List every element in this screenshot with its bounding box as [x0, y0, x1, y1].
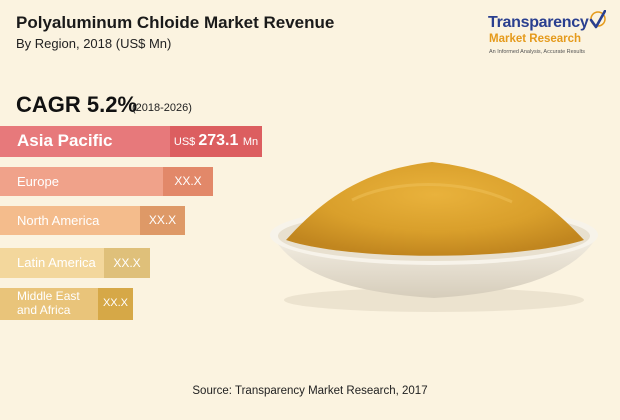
category-label: Asia Pacific	[17, 131, 113, 150]
currency-prefix: US$	[173, 136, 199, 148]
bar-segment-value	[140, 206, 185, 235]
bar-row: North America XX.X	[0, 206, 185, 235]
category-label: Europe	[17, 174, 59, 189]
logo-wordmark-sub: Market Research	[489, 33, 582, 45]
bar-segment-value	[98, 288, 133, 320]
logo-tagline: An Informed Analysis, Accurate Results	[489, 49, 585, 55]
value-label: XX.X	[102, 297, 129, 309]
bowl-of-powder-image	[270, 162, 598, 312]
chart-subtitle: By Region, 2018 (US$ Mn)	[16, 36, 172, 51]
bar-segment-value	[170, 126, 262, 157]
category-label: Latin America	[17, 255, 96, 270]
value-label: XX.X	[148, 213, 177, 227]
brand-logo: Transparency Market Research An Informed…	[488, 10, 608, 60]
category-label: Middle East and Africa	[17, 289, 80, 317]
value-label: XX.X	[174, 174, 202, 188]
value-label: XX.X	[113, 256, 141, 270]
bar-row: Middle East and Africa XX.X	[0, 288, 133, 320]
checkmark-icon	[589, 10, 606, 29]
value-number: 273.1	[198, 132, 243, 149]
source-note: Source: Transparency Market Research, 20…	[192, 385, 428, 397]
value-label: US$ 273.1 Mn	[170, 132, 262, 150]
bar-segment-label	[0, 126, 170, 157]
chart-title: Polyaluminum Chloide Market Revenue	[16, 13, 335, 32]
bar-row: Europe XX.X	[0, 167, 213, 196]
cagr-period: (2018-2026)	[132, 102, 192, 114]
bar-segment-value	[163, 167, 213, 196]
bar-segment-label	[0, 206, 140, 235]
bar-segment-label	[0, 248, 104, 278]
logo-wordmark: Transparency	[488, 14, 589, 31]
bar-row: Asia Pacific US$ 273.1 Mn	[0, 126, 262, 157]
bar-row: Latin America XX.X	[0, 248, 150, 278]
bar-segment-value	[104, 248, 150, 278]
cagr-label: CAGR 5.2%	[16, 92, 138, 117]
bar-segment-label	[0, 288, 98, 320]
bar-segment-label	[0, 167, 163, 196]
category-label: North America	[17, 213, 100, 228]
unit-suffix: Mn	[242, 136, 259, 148]
